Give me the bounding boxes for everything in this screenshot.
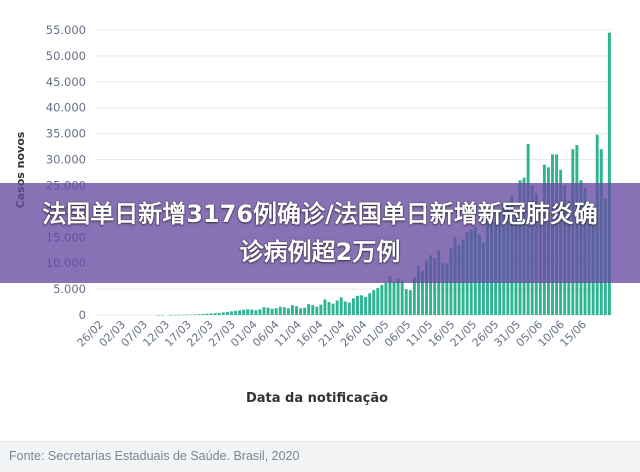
bar: [404, 289, 408, 315]
y-tick-label: 50.000: [46, 49, 86, 63]
bar: [339, 297, 343, 315]
y-tick-label: 5.000: [53, 282, 86, 296]
source-text: Fonte: Secretarias Estaduais de Saúde. B…: [9, 449, 300, 463]
bar: [181, 314, 185, 316]
bar: [225, 311, 229, 315]
bar: [429, 255, 433, 315]
bar: [290, 305, 294, 315]
bar: [234, 310, 238, 315]
bar: [400, 281, 404, 315]
bar: [286, 308, 290, 315]
bar: [156, 314, 160, 316]
bar: [319, 304, 323, 315]
y-tick-label: 55.000: [46, 23, 86, 37]
y-tick-label: 30.000: [46, 153, 86, 167]
bar: [217, 312, 221, 315]
bar: [278, 306, 282, 315]
bar: [250, 309, 254, 315]
bar: [408, 290, 412, 315]
bar: [356, 295, 359, 315]
bar: [327, 302, 331, 315]
x-axis-label: Data da notificação: [246, 391, 388, 406]
bar: [258, 309, 262, 315]
bar: [193, 314, 197, 315]
bar: [376, 288, 380, 315]
bar: [607, 32, 611, 316]
bar: [169, 314, 173, 316]
bar: [323, 299, 327, 315]
bar: [347, 302, 351, 315]
bar: [360, 295, 363, 315]
bar: [189, 314, 193, 316]
bar: [392, 281, 396, 315]
bar: [213, 313, 217, 315]
bar: [274, 308, 278, 315]
bar: [311, 305, 315, 315]
bar: [315, 306, 319, 315]
bar: [242, 309, 246, 315]
bar: [412, 277, 416, 315]
bar: [246, 309, 250, 315]
bar: [445, 264, 449, 315]
bar: [331, 303, 335, 315]
bar: [343, 301, 347, 315]
bar: [433, 258, 437, 315]
bar: [384, 282, 388, 315]
headline-text: 法国单日新增3176例确诊/法国单日新增新冠肺炎确诊病例超2万例: [42, 200, 598, 266]
bar: [425, 260, 429, 315]
bar: [368, 293, 372, 315]
bar: [364, 296, 368, 315]
bar: [185, 314, 189, 316]
bar: [372, 290, 376, 315]
bar: [160, 314, 164, 316]
bar: [262, 307, 266, 315]
bar: [173, 314, 177, 316]
y-tick-label: 0: [79, 308, 86, 322]
bar: [230, 311, 233, 315]
source-footer: Fonte: Secretarias Estaduais de Saúde. B…: [0, 441, 640, 472]
y-tick-label: 45.000: [46, 75, 86, 89]
bar: [282, 307, 286, 315]
bar: [209, 313, 213, 315]
bar: [238, 310, 242, 315]
bar: [295, 306, 298, 315]
headline-banner: 法国单日新增3176例确诊/法国单日新增新冠肺炎确诊病例超2万例: [0, 183, 640, 283]
bar: [221, 312, 225, 315]
bar: [201, 313, 205, 315]
y-tick-label: 40.000: [46, 101, 86, 115]
bar: [421, 270, 424, 315]
bar: [307, 304, 311, 315]
bar: [197, 314, 201, 315]
bar: [177, 314, 181, 316]
bar: [270, 308, 274, 315]
bar: [416, 265, 420, 315]
bar: [388, 276, 392, 315]
bar: [205, 313, 209, 315]
bar: [441, 263, 445, 315]
y-tick-label: 35.000: [46, 127, 86, 141]
bar: [380, 284, 384, 315]
bar: [335, 300, 339, 315]
bar: [303, 307, 307, 315]
x-axis: 26/0202/0307/0312/0317/0322/0327/0301/04…: [75, 318, 590, 350]
bar: [254, 310, 258, 315]
bar: [396, 278, 400, 315]
bar: [351, 298, 355, 315]
bar: [266, 307, 270, 315]
bar: [299, 308, 303, 315]
